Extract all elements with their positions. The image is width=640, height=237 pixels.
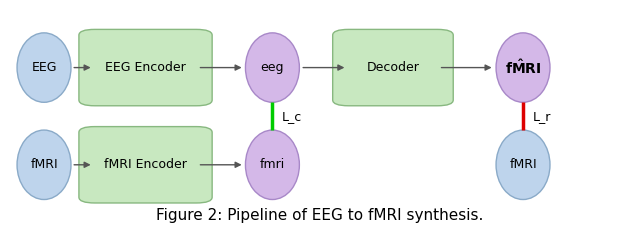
FancyBboxPatch shape [79, 127, 212, 203]
Text: Decoder: Decoder [367, 61, 419, 74]
Text: Figure 2: Pipeline of EEG to fMRI synthesis.: Figure 2: Pipeline of EEG to fMRI synthe… [156, 208, 484, 223]
Text: f$\mathbf{\hat{M}}$RI: f$\mathbf{\hat{M}}$RI [505, 59, 541, 77]
Text: fMRI Encoder: fMRI Encoder [104, 158, 187, 171]
Text: fmri: fmri [260, 158, 285, 171]
Text: EEG: EEG [31, 61, 57, 74]
Ellipse shape [17, 130, 71, 200]
FancyBboxPatch shape [333, 29, 453, 106]
Text: EEG Encoder: EEG Encoder [105, 61, 186, 74]
FancyBboxPatch shape [79, 29, 212, 106]
Ellipse shape [496, 33, 550, 102]
Text: fMRI: fMRI [30, 158, 58, 171]
Ellipse shape [246, 33, 300, 102]
Text: eeg: eeg [260, 61, 284, 74]
Text: L_c: L_c [282, 110, 302, 123]
Text: L_r: L_r [532, 110, 551, 123]
Ellipse shape [246, 130, 300, 200]
Ellipse shape [496, 130, 550, 200]
Text: fMRI: fMRI [509, 158, 537, 171]
Ellipse shape [17, 33, 71, 102]
